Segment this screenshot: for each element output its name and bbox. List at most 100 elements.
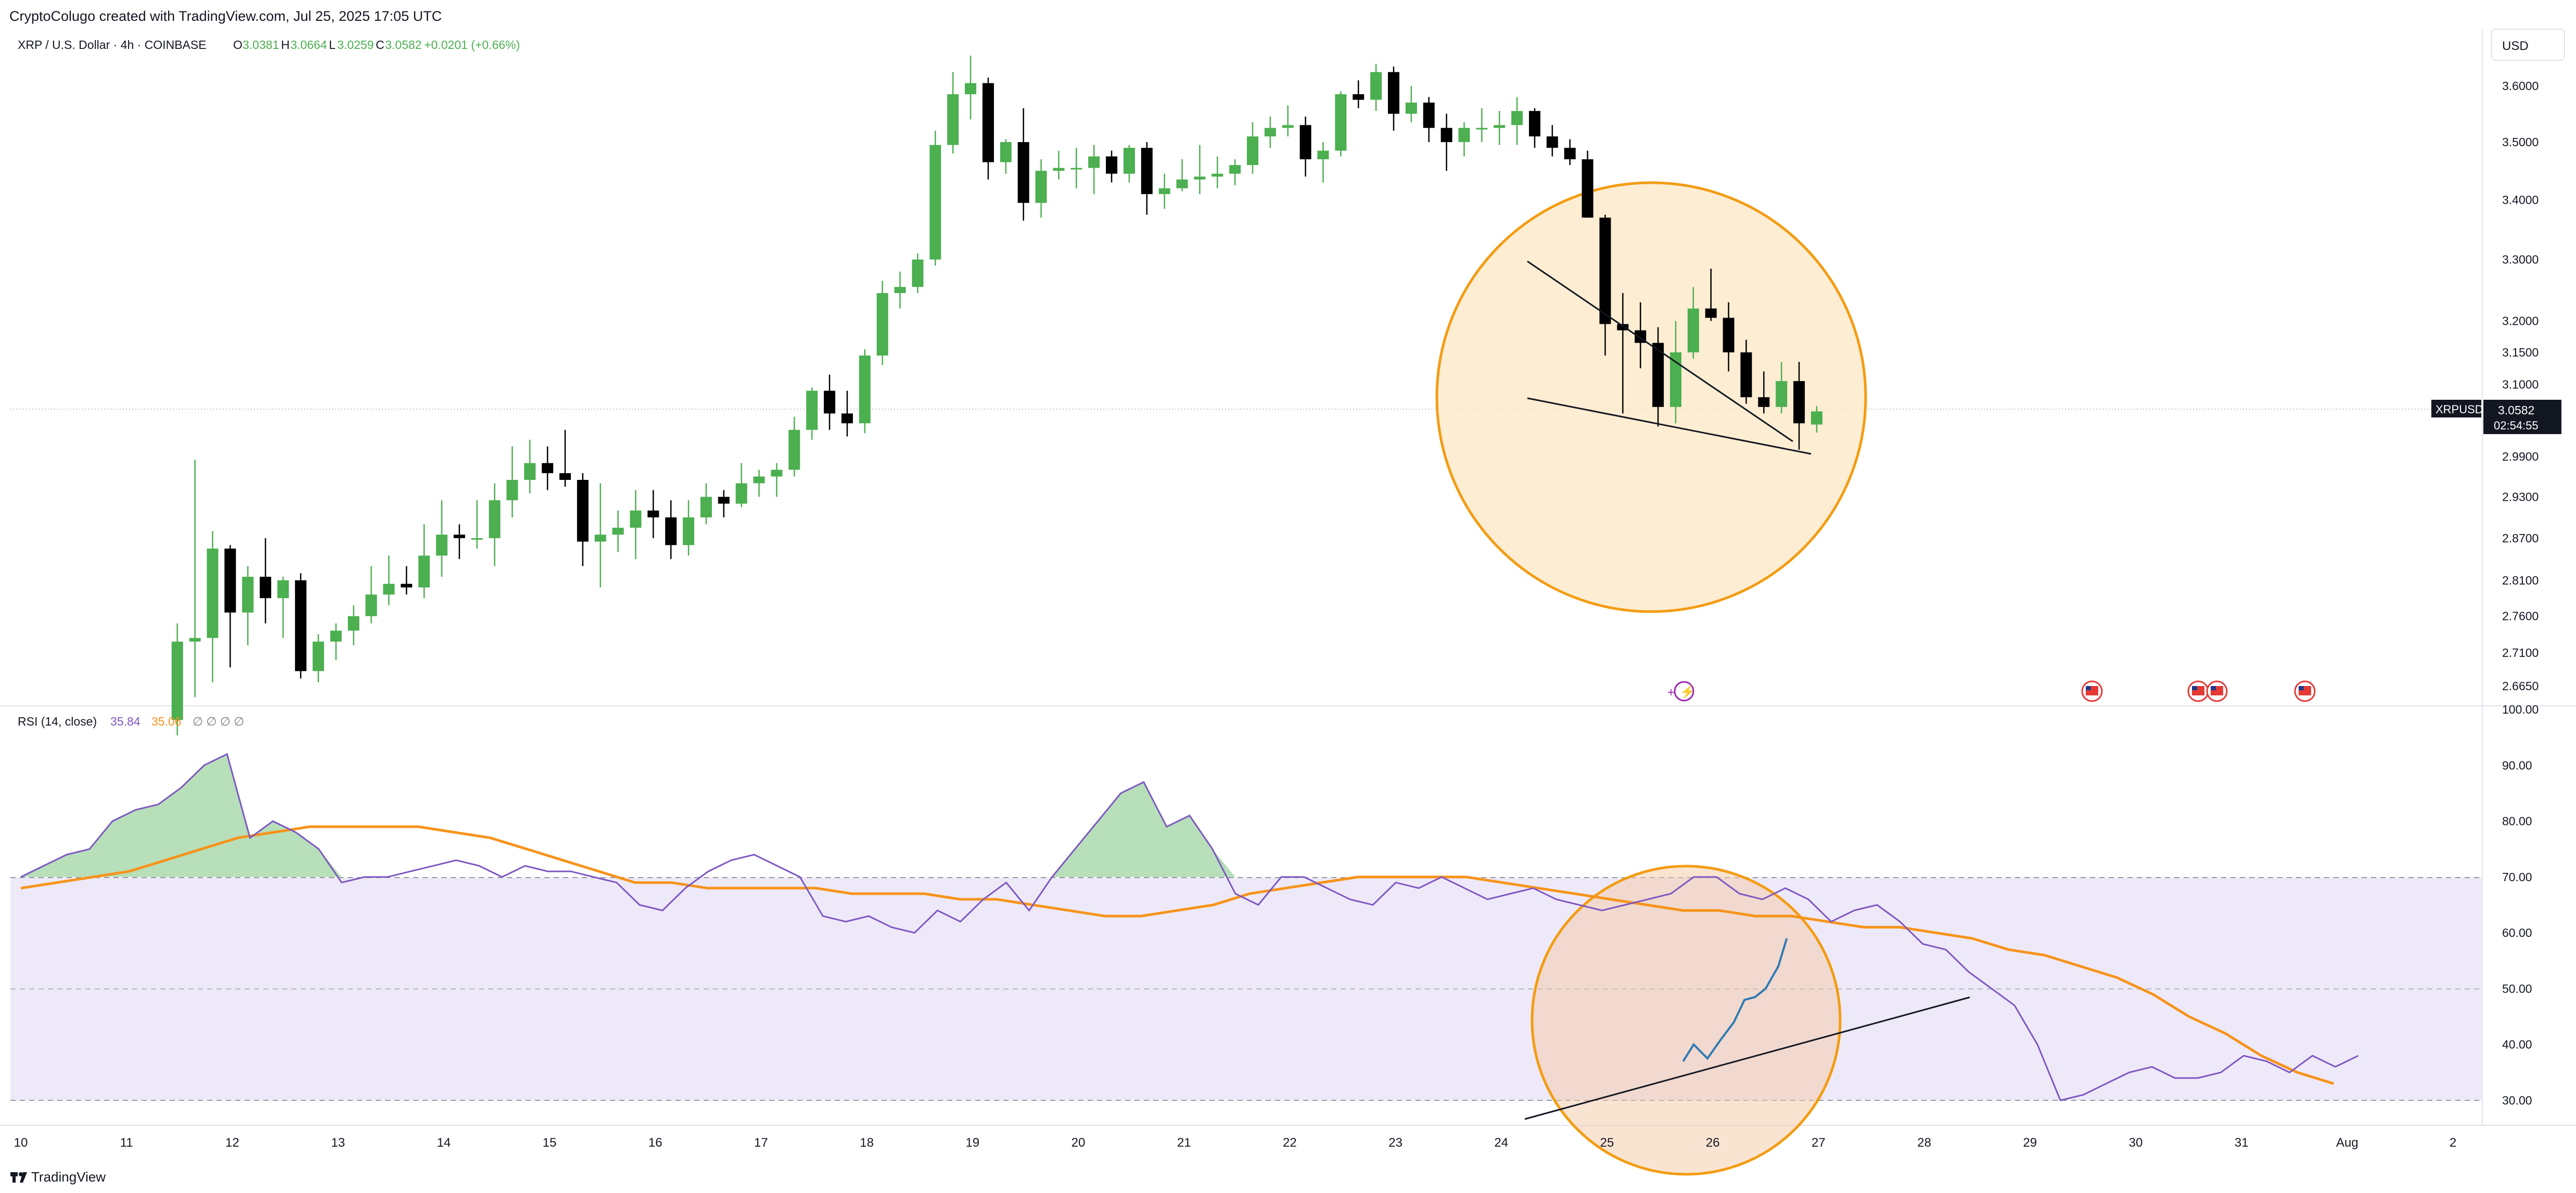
candle-body-up [330, 630, 342, 642]
candle-body-up [700, 497, 712, 518]
time-tick-label: 19 [965, 1136, 979, 1150]
rsi-tick-label: 80.00 [2502, 815, 2532, 828]
us-flag-event-icon[interactable] [2294, 680, 2316, 702]
rsi-band [10, 878, 2482, 1100]
rsi-title: RSI (14, close) [18, 715, 97, 728]
candle [1723, 302, 1735, 372]
us-flag-event-icon[interactable] [2081, 680, 2103, 702]
price-tick-label: 3.4000 [2502, 193, 2539, 207]
rsi-overbought-fill-1 [21, 754, 342, 877]
candle-body-down [1705, 308, 1717, 318]
candle [1494, 111, 1506, 145]
time-tick-label: 23 [1388, 1136, 1402, 1150]
us-flag-event-icon[interactable] [2187, 680, 2209, 702]
time-tick-label: Aug [2336, 1136, 2358, 1150]
candle [224, 545, 236, 668]
rsi-overbought-fill-2 [1006, 782, 1235, 877]
candle [1229, 159, 1241, 186]
rsi-axis[interactable]: 100.00 90.00 80.00 70.00 60.00 50.00 40.00 30.0… [2502, 703, 2539, 1107]
candle-body-up [965, 83, 977, 95]
tradingview-footer[interactable]: TradingView [10, 1169, 106, 1185]
time-tick-label: 24 [1494, 1136, 1508, 1150]
close-value: 3.0582 [385, 38, 422, 52]
rsi-support-trendline [1524, 996, 1970, 1120]
candle-body-down [1353, 94, 1364, 100]
candle-body-down [1758, 397, 1770, 407]
price-tick-label: 2.7600 [2502, 610, 2539, 623]
candle-body-down [647, 510, 659, 518]
candle [1740, 339, 1752, 404]
candlestick-series [171, 55, 1822, 735]
time-tick-label: 30 [2129, 1136, 2143, 1150]
candle-body-up [383, 583, 395, 595]
candle-body-down [1599, 218, 1611, 324]
candle [277, 577, 289, 638]
low-label: L [329, 38, 336, 52]
candle-body-down [1740, 352, 1752, 398]
candle-body-up [1247, 136, 1259, 166]
price-tick-label: 2.9900 [2502, 450, 2539, 463]
price-axis[interactable]: 3.6000 3.5000 3.4000 3.3000 3.2000 3.1500 3.10… [2502, 79, 2539, 693]
candle [612, 510, 624, 552]
price-tick-label: 2.7100 [2502, 646, 2539, 659]
candle [1141, 142, 1153, 215]
time-axis[interactable]: 10 11 12 13 14 15 16 17 18 19 20 21 22 23 24 25 26 27 28 29… [14, 1136, 2457, 1150]
candle [1564, 139, 1576, 166]
open-value: 3.0381 [243, 38, 279, 52]
event-markers[interactable]: ⚡ + [1667, 680, 2316, 702]
price-tick-label: 2.8100 [2502, 574, 2539, 587]
candle-body-down [224, 548, 236, 613]
candle-body-down [1723, 318, 1735, 352]
candle [594, 483, 606, 588]
candle [1458, 122, 1470, 157]
lightning-event-icon[interactable]: ⚡ + [1667, 681, 1695, 702]
candle [1212, 156, 1223, 188]
candle [947, 72, 959, 154]
svg-text:+: + [1667, 686, 1675, 700]
candle-body-down [665, 517, 677, 545]
candle-body-up [1458, 128, 1470, 143]
time-tick-label: 2 [2450, 1136, 2456, 1150]
candle [1335, 91, 1347, 157]
candle [1776, 362, 1788, 414]
candle-body-up [1810, 411, 1822, 425]
candle [189, 460, 201, 697]
time-tick-label: 29 [2023, 1136, 2037, 1150]
candle-body-up [912, 259, 924, 287]
candle-body-up [771, 469, 783, 477]
candle [1476, 108, 1488, 143]
candle [524, 439, 536, 494]
wedge-lower-trendline [1527, 397, 1812, 455]
candle [453, 524, 465, 560]
candle-body-down [1440, 128, 1452, 143]
candle [242, 566, 254, 645]
candle [700, 483, 712, 525]
rsi-tick-label: 50.00 [2502, 982, 2532, 995]
currency-selector[interactable]: USD [2491, 29, 2565, 61]
candle [753, 469, 765, 497]
candle-body-up [806, 390, 818, 430]
candle-body-up [1511, 111, 1523, 125]
candle [348, 605, 360, 645]
us-flag-event-icon[interactable] [2206, 680, 2228, 702]
candle [1758, 371, 1770, 414]
time-tick-label: 26 [1706, 1136, 1720, 1150]
rsi-ma-value: 35.06 [151, 715, 182, 728]
candle [365, 566, 377, 624]
candle [1793, 362, 1805, 450]
price-tick-label: 3.6000 [2502, 79, 2539, 93]
candle [1088, 145, 1100, 194]
candle [771, 463, 783, 497]
candle-body-up [506, 479, 518, 501]
candle [965, 55, 977, 120]
candle-body-up [418, 555, 430, 588]
candle-body-down [1528, 111, 1540, 137]
candle [489, 483, 501, 566]
candle [1511, 97, 1523, 145]
price-tick-label: 3.2000 [2502, 314, 2539, 328]
candle-body-up [876, 293, 888, 356]
close-label: C [376, 38, 385, 52]
rsi-extra: ∅ ∅ ∅ ∅ [193, 715, 244, 728]
rsi-value: 35.84 [110, 715, 141, 728]
